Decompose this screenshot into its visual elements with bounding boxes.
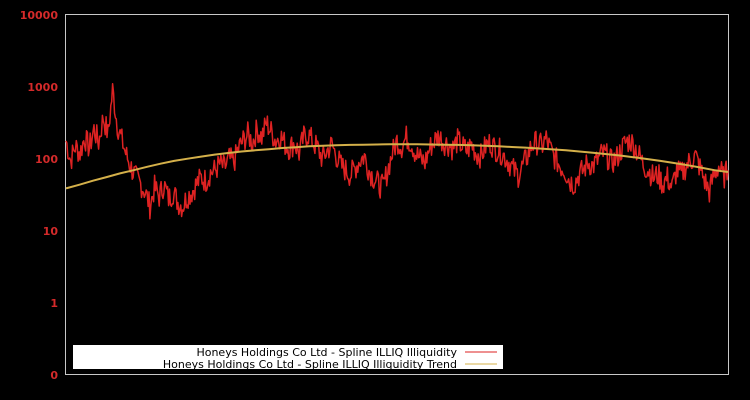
y-tick-label: 10 <box>43 225 59 238</box>
y-tick-label: 10000 <box>20 9 59 22</box>
y-tick-label: 0 <box>50 369 58 382</box>
legend: Honeys Holdings Co Ltd - Spline ILLIQ Il… <box>73 345 503 371</box>
illiquidity-trend-line <box>65 143 729 190</box>
y-tick-label: 1000 <box>27 81 58 94</box>
y-tick-label: 1 <box>50 297 58 310</box>
legend-box <box>73 345 503 369</box>
legend-label-trend: Honeys Holdings Co Ltd - Spline ILLIQ Il… <box>163 358 457 371</box>
y-tick-label: 100 <box>35 153 58 166</box>
illiquidity-series-line <box>65 83 729 220</box>
plot-frame <box>65 14 729 375</box>
legend-label-series: Honeys Holdings Co Ltd - Spline ILLIQ Il… <box>196 346 457 359</box>
